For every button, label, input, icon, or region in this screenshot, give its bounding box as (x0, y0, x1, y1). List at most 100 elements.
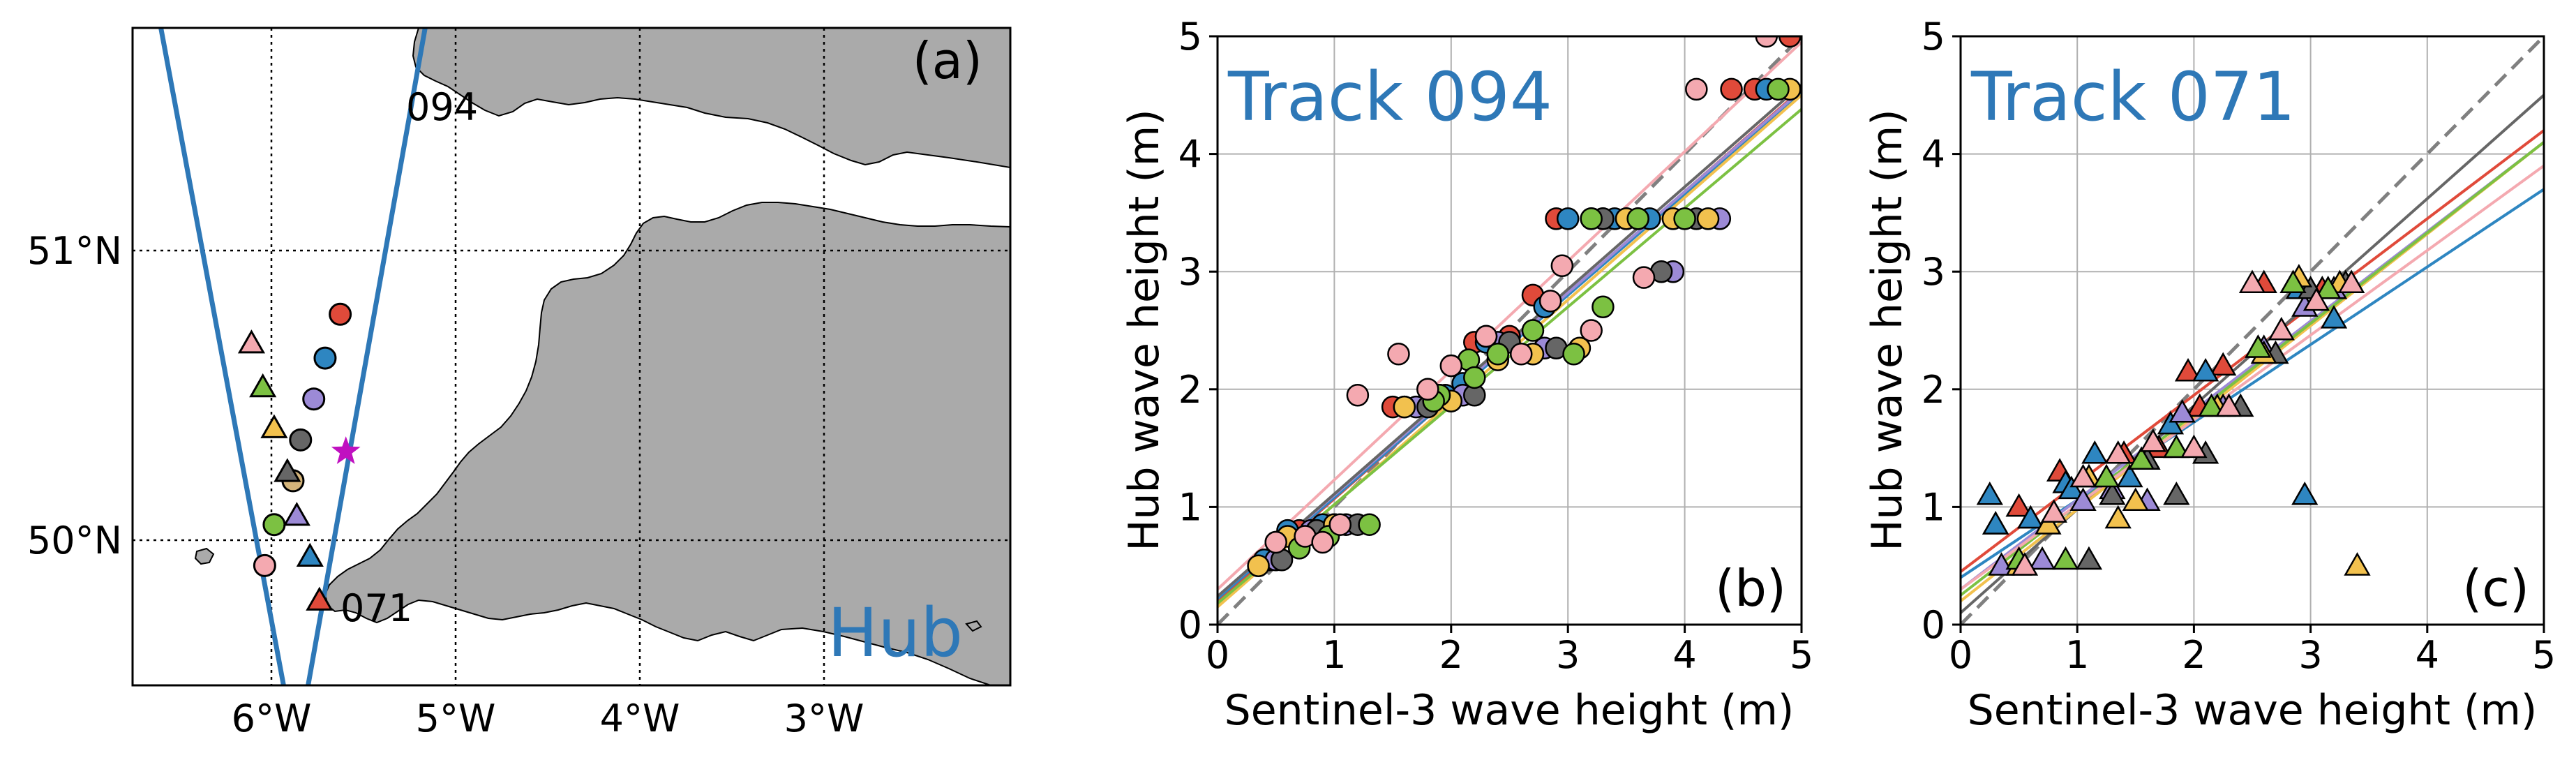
b-ytick-4: 4 (1178, 133, 1202, 177)
c-xtick-0: 0 (1949, 633, 1972, 677)
b-xtick-0: 0 (1206, 633, 1229, 677)
b-point-green-2 (1358, 513, 1381, 536)
map-frame (131, 27, 1012, 687)
b-xtick-4: 4 (1672, 633, 1696, 677)
map-station-094-5 (262, 513, 286, 537)
map-land-wales (412, 28, 1010, 169)
c-xtick-3: 3 (2298, 633, 2322, 677)
c-ytick-4: 4 (1922, 133, 1945, 177)
b-xtick-2: 2 (1439, 633, 1463, 677)
map-station-071-0 (237, 329, 266, 354)
c-point-pink-6 (2215, 393, 2242, 417)
panel-b-points (1247, 36, 1802, 577)
c-point-green-6 (2245, 334, 2272, 358)
map-track-094 (306, 27, 428, 686)
panel-b-scatter: 0 1 2 3 4 5 0 1 2 3 4 5 Track 094 (b) Sentinel-3 wa… (1120, 15, 1813, 735)
panel-b-label: (b) (1715, 559, 1786, 618)
b-fit-pink (1218, 40, 1802, 590)
map-lat-tick-50n: 50°N (27, 519, 122, 563)
c-ytick-0: 0 (1922, 603, 1945, 647)
map-station-071-4 (283, 502, 310, 526)
c-point-orange-1 (2035, 511, 2062, 535)
map-station-094-1 (313, 346, 337, 370)
map-land-lundy (965, 620, 982, 632)
map-gridlines (133, 28, 1010, 685)
map-lon-tick-6w: 6°W (232, 697, 312, 740)
map-station-071-3 (274, 458, 301, 482)
panel-c-points (1976, 264, 2371, 576)
map-panel-label: (a) (913, 31, 982, 90)
map-track-label-094: 094 (406, 85, 478, 129)
c-point-blue-6 (2157, 410, 2185, 435)
b-point-pink-2 (1311, 530, 1334, 554)
c-point-gray-0 (2075, 546, 2103, 570)
c-point-gray-1 (2099, 482, 2126, 505)
c-point-green-1 (2052, 546, 2079, 570)
panel-c-title: Track 071 (1970, 58, 2296, 136)
b-xtick-5: 5 (1790, 633, 1813, 677)
c-point-green-3 (2128, 446, 2155, 470)
panel-b-title: Track 094 (1227, 58, 1552, 136)
c-xtick-2: 2 (2182, 633, 2206, 677)
b-point-green-5 (1486, 342, 1510, 366)
b-point-green-12 (1463, 366, 1486, 389)
map-lon-tick-5w: 5°W (416, 697, 496, 740)
panel-a-map: 6°W 5°W 4°W 3°W 51°N 50°N (a) 094 071 Hu… (27, 27, 1012, 740)
c-point-orange-9 (2344, 552, 2371, 576)
b-point-pink-6 (1439, 354, 1463, 378)
map-station-071-2 (260, 414, 288, 438)
c-point-blue-10 (2320, 305, 2348, 329)
b-point-green-7 (1562, 342, 1585, 366)
c-point-purple-2 (2069, 487, 2097, 511)
map-station-071-1 (249, 373, 277, 398)
panel-b-xlabel: Sentinel-3 wave height (m) (1225, 686, 1795, 735)
b-point-pink-4 (1387, 342, 1410, 366)
b-point-orange-0 (1247, 554, 1270, 577)
c-point-orange-3 (2122, 487, 2149, 511)
c-point-purple-5 (2169, 399, 2196, 423)
b-point-pink-11 (1632, 266, 1656, 289)
c-point-gray-3 (2163, 482, 2190, 505)
map-region-label: Hub (828, 594, 963, 672)
c-point-orange-10 (2104, 505, 2132, 529)
b-ytick-0: 0 (1178, 603, 1202, 647)
c-point-green-7 (2279, 269, 2307, 294)
b-point-pink-12 (1685, 77, 1708, 101)
b-point-green-14 (1580, 207, 1603, 230)
b-point-green-6 (1521, 319, 1545, 342)
b-point-pink-0 (1264, 530, 1287, 554)
b-point-pink-10 (1580, 319, 1603, 342)
panel-c-frame (1959, 35, 2545, 626)
b-point-pink-13 (1755, 36, 1779, 48)
c-xtick-1: 1 (2065, 633, 2089, 677)
c-xtick-4: 4 (2416, 633, 2439, 677)
panel-b-ticks: 0 1 2 3 4 5 0 1 2 3 4 5 (1178, 15, 1814, 677)
map-track-label-071: 071 (340, 586, 412, 630)
b-xtick-3: 3 (1556, 633, 1580, 677)
b-point-red-10 (1720, 77, 1743, 101)
b-point-blue-6 (1556, 207, 1580, 230)
c-one-to-one-line (1961, 36, 2544, 625)
c-point-blue-12 (2058, 475, 2085, 500)
b-point-orange-10 (1696, 207, 1720, 230)
c-point-pink-1 (2040, 499, 2067, 523)
panel-c-ticks: 0 1 2 3 4 5 0 1 2 3 4 5 (1922, 15, 2556, 677)
c-point-blue-0 (1976, 482, 2003, 505)
c-point-blue-2 (2017, 505, 2044, 529)
b-xtick-1: 1 (1322, 633, 1346, 677)
b-point-green-11 (1767, 77, 1790, 101)
b-ytick-5: 5 (1178, 15, 1202, 59)
c-point-pink-7 (2268, 316, 2295, 341)
b-point-pink-8 (1509, 342, 1533, 366)
c-point-pink-3 (2104, 440, 2132, 464)
c-point-pink-10 (2238, 269, 2266, 294)
c-point-blue-11 (2291, 482, 2319, 505)
c-point-green-4 (2163, 434, 2190, 459)
b-point-green-8 (1592, 295, 1615, 319)
panel-b-frame (1216, 35, 1803, 626)
b-ytick-2: 2 (1178, 368, 1202, 412)
c-point-red-6 (2174, 357, 2202, 382)
map-station-094-2 (302, 387, 326, 411)
b-point-green-10 (1673, 207, 1696, 230)
